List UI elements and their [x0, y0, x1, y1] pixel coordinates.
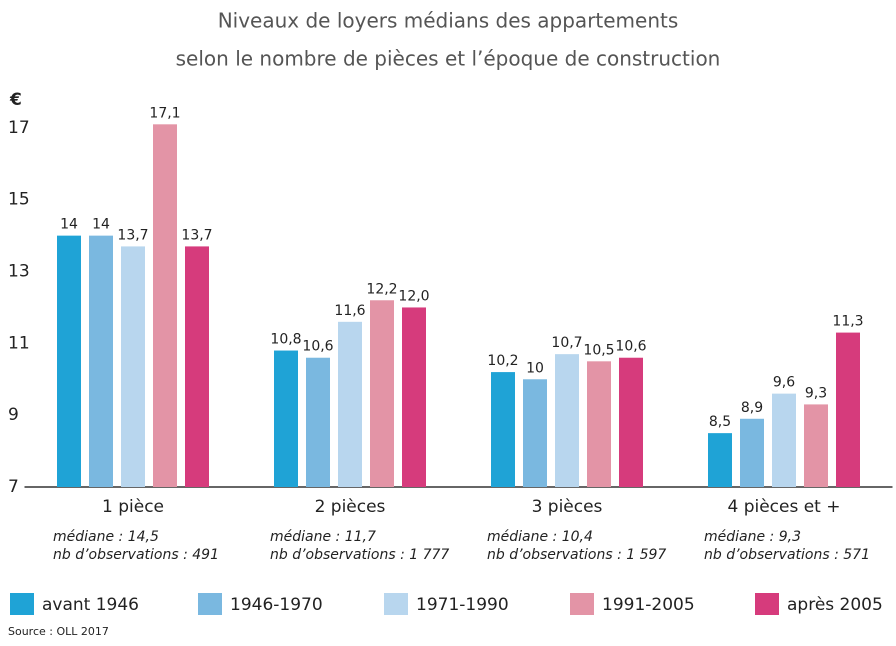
bar	[153, 124, 177, 488]
category-note: médiane : 14,5	[53, 529, 159, 545]
bar	[402, 307, 426, 487]
value-label: 8,5	[709, 414, 731, 430]
bar	[523, 379, 547, 487]
legend-label: 1971-1990	[416, 595, 509, 615]
legend-label: 1991-2005	[602, 595, 695, 615]
value-label: 11,6	[334, 303, 365, 319]
bar	[740, 418, 764, 487]
legend-swatch	[10, 593, 34, 615]
bar	[57, 235, 81, 487]
legend-label: 1946-1970	[230, 595, 323, 615]
y-axis-label: €	[9, 90, 22, 110]
source: Source : OLL 2017	[8, 625, 109, 638]
category-note: médiane : 11,7	[270, 529, 376, 545]
value-label: 13,7	[181, 227, 212, 243]
bar	[555, 354, 579, 487]
value-label: 12,0	[398, 288, 429, 304]
y-tick-label: 7	[8, 477, 19, 497]
bar	[306, 357, 330, 487]
bar	[89, 235, 113, 487]
value-label: 14	[60, 217, 78, 233]
bar	[370, 300, 394, 487]
x-tick-label: 3 pièces	[532, 497, 603, 517]
value-label: 10,8	[270, 332, 301, 348]
value-label: 9,6	[773, 375, 795, 391]
value-label: 10,6	[615, 339, 646, 355]
bar	[619, 357, 643, 487]
bar	[338, 321, 362, 487]
value-label: 10	[526, 360, 544, 376]
y-tick-label: 9	[8, 405, 19, 425]
value-label: 8,9	[741, 400, 763, 416]
legend-swatch	[384, 593, 408, 615]
legend-label: après 2005	[787, 595, 883, 615]
category-note: nb d’observations : 1 597	[487, 547, 666, 563]
chart-title: selon le nombre de pièces et l’époque de…	[176, 47, 721, 71]
y-tick-label: 11	[8, 333, 30, 353]
bar	[587, 361, 611, 487]
y-tick-label: 15	[8, 190, 30, 210]
value-label: 10,2	[487, 353, 518, 369]
legend-label: avant 1946	[42, 595, 139, 615]
bar	[491, 372, 515, 487]
value-label: 11,3	[832, 314, 863, 330]
legend-swatch	[570, 593, 594, 615]
y-tick-label: 17	[8, 118, 30, 138]
bar	[804, 404, 828, 487]
x-tick-label: 4 pièces et +	[727, 497, 840, 517]
value-label: 10,7	[551, 335, 582, 351]
value-label: 12,2	[366, 281, 397, 297]
value-label: 14	[92, 217, 110, 233]
category-note: nb d’observations : 1 777	[270, 547, 449, 563]
bar	[708, 433, 732, 487]
y-tick-label: 13	[8, 262, 30, 282]
bar	[185, 246, 209, 487]
category-note: médiane : 9,3	[704, 529, 801, 545]
x-tick-label: 2 pièces	[315, 497, 386, 517]
value-label: 10,6	[302, 339, 333, 355]
legend-swatch	[198, 593, 222, 615]
value-label: 13,7	[117, 227, 148, 243]
bar	[274, 350, 298, 487]
bar	[772, 393, 796, 487]
category-note: nb d’observations : 491	[53, 547, 219, 563]
bar	[836, 332, 860, 487]
value-label: 9,3	[805, 385, 827, 401]
category-note: médiane : 10,4	[487, 529, 593, 545]
bar	[121, 246, 145, 487]
chart-title: Niveaux de loyers médians des appartemen…	[218, 9, 679, 33]
value-label: 17,1	[149, 105, 180, 121]
x-tick-label: 1 pièce	[102, 497, 164, 517]
category-note: nb d’observations : 571	[704, 547, 870, 563]
legend-swatch	[755, 593, 779, 615]
value-label: 10,5	[583, 342, 614, 358]
